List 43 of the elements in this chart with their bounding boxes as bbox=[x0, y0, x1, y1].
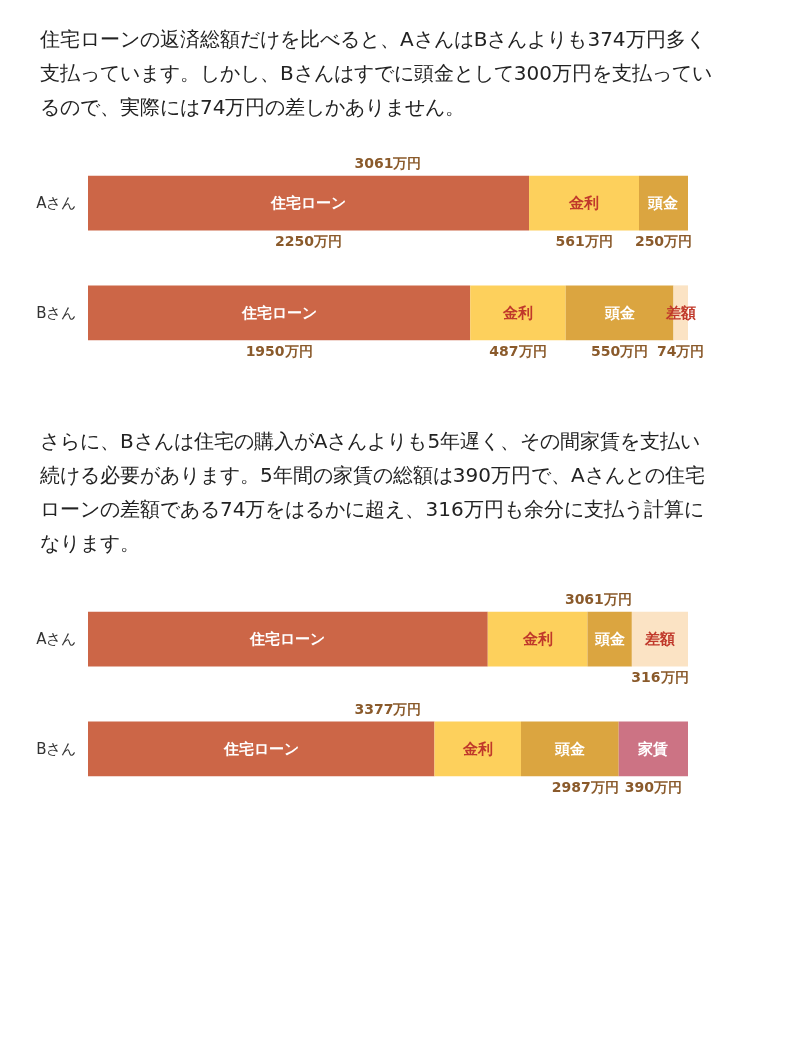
bar bbox=[434, 721, 521, 777]
bar bbox=[470, 285, 566, 341]
total-label: 3377万円 bbox=[354, 700, 422, 717]
series-label: 住宅ローン bbox=[270, 194, 347, 213]
series-label: 差額 bbox=[643, 630, 675, 649]
text: 金利 bbox=[462, 739, 493, 758]
series-label: 頭金 bbox=[593, 630, 625, 649]
total-label: 3061万円 bbox=[354, 155, 422, 172]
text: 住宅ローン bbox=[223, 739, 299, 758]
bar bbox=[520, 721, 619, 777]
series-label: 金利 bbox=[568, 194, 600, 213]
bar bbox=[88, 175, 530, 231]
chart-title: 住宅ローンの返済総額だけを比べると、AさんはBさんよりも374万円多く支払っています。しかし、Bさんはすでに頭金として300万円を支払っているので、実際には74万円の差しかありません。 bbox=[40, 26, 713, 121]
bar bbox=[618, 721, 688, 777]
bar bbox=[88, 721, 435, 777]
data-label: 316万円 bbox=[631, 669, 689, 686]
annotation: 3061万円 bbox=[564, 591, 632, 608]
data-label: 250万円 bbox=[634, 233, 693, 250]
bar bbox=[88, 611, 488, 667]
data-label: 2250万円 bbox=[275, 233, 342, 250]
y-tick-label: Aさん bbox=[36, 630, 77, 649]
text: 金利 bbox=[502, 303, 533, 322]
bar bbox=[88, 285, 471, 341]
series-label: 住宅ローン bbox=[249, 630, 326, 649]
bar bbox=[487, 611, 588, 667]
y-tick-label: Bさん bbox=[36, 739, 77, 758]
chart-title: さらに、Bさんは住宅の購入がAさんよりも5年遅く、その間家賃を支払い続ける必要があります。5年間の家賃の総額は390万円で、Aさんとの住宅ローンの差額である74万をはるかに超え、316万円も余分に支払う計算になります。 bbox=[40, 428, 706, 557]
text: 頭金 bbox=[604, 303, 635, 322]
bar bbox=[529, 175, 639, 231]
series-label: 家賃 bbox=[637, 739, 669, 758]
data-label: 74万円 bbox=[657, 342, 705, 359]
data-label: 1950万円 bbox=[245, 342, 313, 359]
y-tick-label: Aさん bbox=[36, 194, 77, 213]
y-tick-label: Bさん bbox=[36, 303, 77, 322]
data-label: 561万円 bbox=[555, 233, 613, 250]
data-label: 487万円 bbox=[489, 342, 547, 359]
data-label: 390万円 bbox=[624, 778, 682, 795]
text: 住宅ローン bbox=[241, 303, 317, 322]
series-label: 金利 bbox=[521, 630, 553, 649]
annotation: 2987万円 bbox=[551, 778, 619, 795]
series-label: 頭金 bbox=[647, 194, 679, 213]
text: 頭金 bbox=[554, 739, 585, 758]
data-label: 550万円 bbox=[590, 342, 649, 359]
